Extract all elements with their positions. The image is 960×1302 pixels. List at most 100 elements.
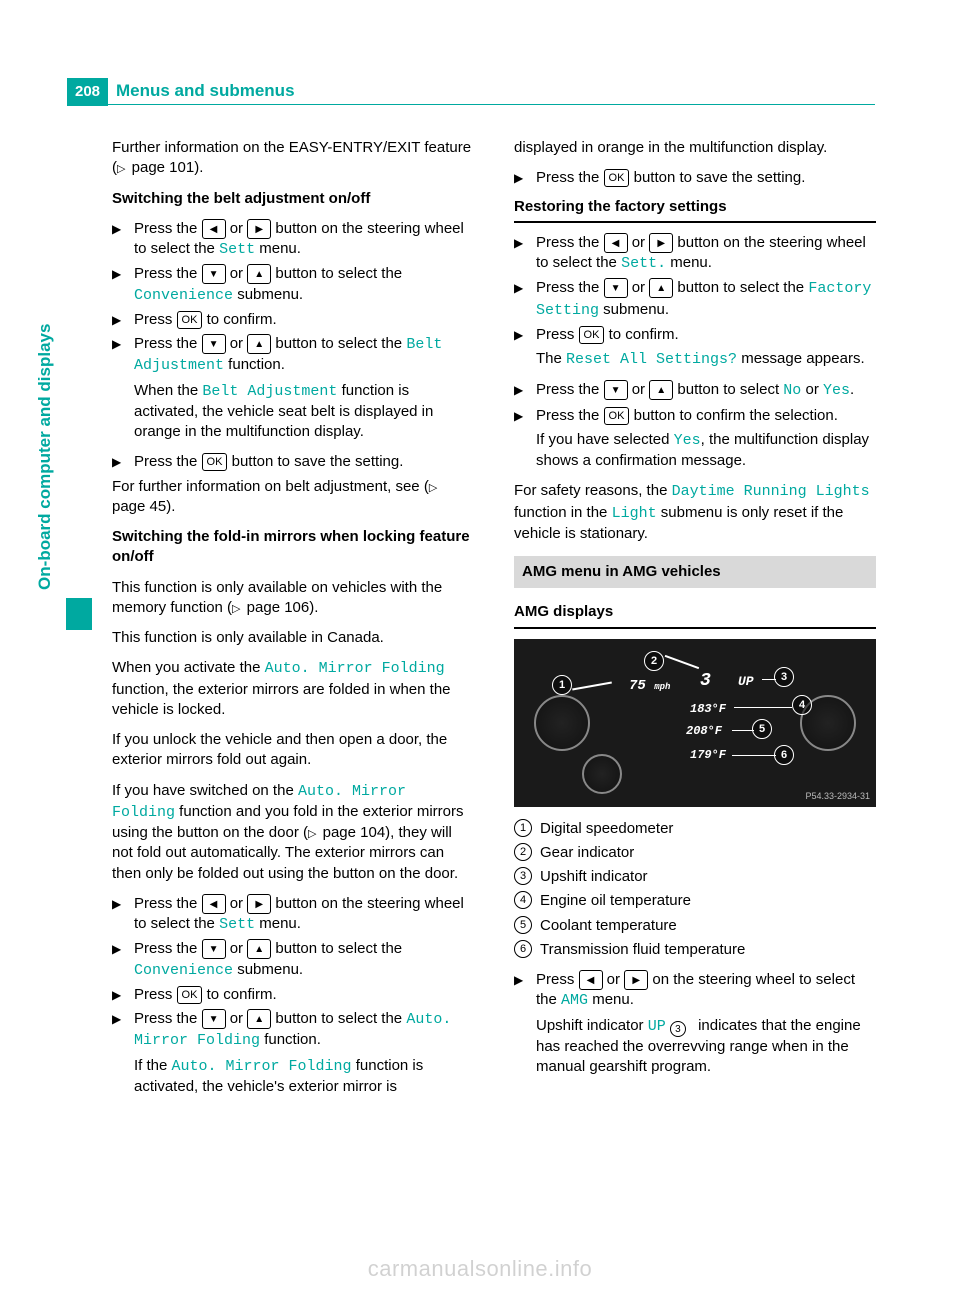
paragraph: Further information on the EASY-ENTRY/EX… — [112, 138, 474, 179]
step-marker-icon — [112, 985, 130, 1005]
menu-name: Convenience — [134, 962, 233, 979]
callout-line — [732, 755, 776, 757]
text: menu. — [255, 915, 301, 932]
text: submenu. — [233, 961, 303, 978]
amg-display-figure: 75 mph 3 UP 183°F 208°F 179°F 1 2 3 4 5 … — [514, 639, 876, 807]
amg-speed: 75 mph — [629, 677, 670, 696]
ok-button-icon: OK — [604, 407, 630, 425]
text: Press the — [134, 220, 202, 237]
step-text: Press OK to confirm. — [134, 310, 474, 330]
callout-4: 4 — [792, 695, 812, 715]
step-continuation: When the Belt Adjustment function is act… — [134, 381, 474, 443]
step-marker-icon — [514, 278, 532, 321]
step-marker-icon — [112, 310, 130, 330]
side-tab: On-board computer and displays — [66, 150, 92, 590]
watermark: carmanualsonline.info — [0, 1254, 960, 1284]
step: Press the or button to select No or Yes. — [514, 380, 876, 401]
text: to confirm. — [202, 986, 276, 1003]
text: button to select the — [271, 335, 406, 352]
menu-name: Daytime Running Lights — [672, 483, 870, 500]
callout-line — [665, 654, 699, 668]
text: Press the — [536, 234, 604, 251]
left-button-icon — [579, 970, 603, 990]
step-text: Press the or button to select No or Yes. — [536, 380, 876, 401]
callout-item: 3Upshift indicator — [514, 867, 876, 887]
text: button to confirm the selection. — [629, 407, 837, 424]
callout-text: Gear indicator — [540, 843, 634, 863]
step-text: Press the OK button to confirm the selec… — [536, 406, 876, 426]
text: If you have switched on the — [112, 782, 298, 799]
step: Press the or button to select the Belt A… — [112, 334, 474, 377]
left-button-icon — [604, 233, 628, 253]
step-continuation: The Reset All Settings? message appears. — [536, 349, 876, 370]
text: Press — [536, 971, 579, 988]
step: Press the or button on the steering whee… — [514, 233, 876, 275]
menu-name: Auto. Mirror Folding — [265, 660, 445, 677]
callout-item: 6Transmission fluid temperature — [514, 940, 876, 960]
menu-name: Belt Adjustment — [202, 383, 337, 400]
text: Press the — [134, 453, 202, 470]
ok-button-icon: OK — [177, 986, 203, 1004]
menu-name: Sett — [219, 241, 255, 258]
unit: mph — [654, 682, 670, 692]
text: to confirm. — [604, 326, 678, 343]
text: Upshift indicator — [536, 1017, 648, 1034]
right-button-icon — [247, 894, 271, 914]
callout-line — [734, 707, 792, 709]
paragraph: displayed in orange in the multifunction… — [514, 138, 876, 158]
text: Press — [134, 311, 177, 328]
callout-text: Digital speedometer — [540, 819, 673, 839]
text: If you have selected — [536, 431, 674, 448]
text: or — [226, 220, 248, 237]
step-text: Press the or button to select the Belt A… — [134, 334, 474, 377]
step: Press the OK button to confirm the selec… — [514, 406, 876, 426]
step-continuation: If the Auto. Mirror Folding function is … — [134, 1056, 474, 1098]
menu-name: Light — [612, 505, 657, 522]
amg-oil-temp: 183°F — [690, 701, 726, 717]
callout-item: 5Coolant temperature — [514, 916, 876, 936]
step-marker-icon — [514, 406, 532, 426]
step-text: Press the or button to select the Auto. … — [134, 1009, 474, 1052]
ok-button-icon: OK — [177, 311, 203, 329]
step: Press the or button to select the Conven… — [112, 264, 474, 306]
step-text: Press the OK button to save the setting. — [536, 168, 876, 188]
menu-name: Convenience — [134, 287, 233, 304]
callout-text: Engine oil temperature — [540, 891, 691, 911]
up-button-icon — [247, 334, 271, 354]
down-button-icon — [202, 334, 226, 354]
step: Press OK to confirm. — [112, 985, 474, 1005]
callout-line — [732, 730, 754, 732]
step: Press the or button on the steering whee… — [112, 219, 474, 261]
left-button-icon — [202, 219, 226, 239]
down-button-icon — [202, 1009, 226, 1029]
text: function. — [260, 1031, 321, 1048]
step-marker-icon — [112, 219, 130, 261]
text: or — [628, 234, 650, 251]
gauge-small — [582, 754, 622, 794]
text: . — [850, 381, 854, 398]
menu-name: Reset All Settings? — [566, 351, 737, 368]
callout-list: 1Digital speedometer 2Gear indicator 3Up… — [514, 819, 876, 961]
amg-coolant-temp: 208°F — [686, 723, 722, 739]
step-text: Press the or button on the steering whee… — [536, 233, 876, 275]
menu-name: Yes — [674, 432, 701, 449]
step: Press the OK button to save the setting. — [112, 452, 474, 472]
text: submenu. — [599, 301, 669, 318]
text: menu. — [255, 240, 301, 257]
step-text: Press OK to confirm. — [536, 325, 876, 345]
paragraph: If you have switched on the Auto. Mirror… — [112, 781, 474, 884]
side-tab-block — [66, 598, 92, 630]
text: When the — [134, 382, 202, 399]
text: or — [226, 895, 248, 912]
callout-1: 1 — [552, 675, 572, 695]
text: Press — [134, 986, 177, 1003]
step-marker-icon — [514, 325, 532, 345]
text: or — [628, 381, 650, 398]
callout-6: 6 — [774, 745, 794, 765]
right-column: displayed in orange in the multifunction… — [514, 138, 876, 1097]
step: Press the OK button to save the setting. — [514, 168, 876, 188]
text: page 106). — [243, 599, 319, 616]
callout-5: 5 — [752, 719, 772, 739]
step-marker-icon — [112, 264, 130, 306]
step-text: Press the or button on the steering whee… — [134, 219, 474, 261]
